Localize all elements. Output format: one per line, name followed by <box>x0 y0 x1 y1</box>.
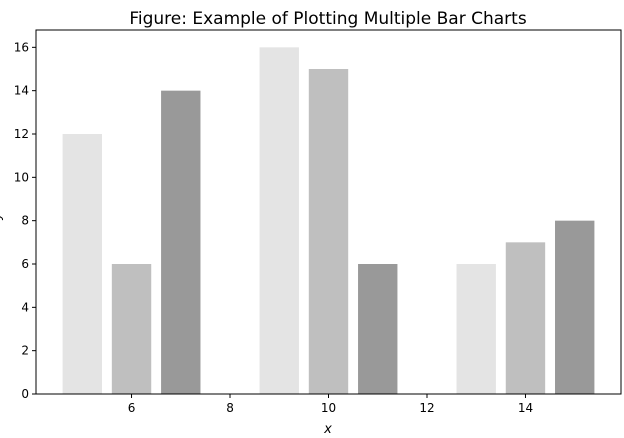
y-tick-label: 14 <box>14 84 29 98</box>
chart-title: Figure: Example of Plotting Multiple Bar… <box>129 9 527 29</box>
y-tick-label: 8 <box>21 214 29 228</box>
x-tick-label: 10 <box>321 401 336 415</box>
y-axis-label: y <box>0 212 4 221</box>
y-tick-label: 16 <box>14 40 29 54</box>
y-tick-label: 10 <box>14 170 29 184</box>
x-tick-label: 8 <box>226 401 234 415</box>
bar <box>161 90 201 395</box>
plot-frame <box>35 29 622 395</box>
bar <box>555 220 595 394</box>
y-tick-label: 6 <box>21 257 29 271</box>
x-tick-label: 14 <box>518 401 533 415</box>
bar <box>358 264 398 394</box>
y-tick-label: 0 <box>21 387 29 401</box>
x-tick-label: 6 <box>128 401 136 415</box>
bar <box>259 47 299 394</box>
y-tick-label: 2 <box>21 344 29 358</box>
bar <box>505 242 546 394</box>
bar <box>308 69 349 394</box>
y-tick-label: 4 <box>21 300 29 314</box>
bar <box>111 264 152 394</box>
x-tick-label: 12 <box>419 401 434 415</box>
x-axis-label: x <box>323 422 332 437</box>
bar <box>456 264 496 394</box>
y-tick-label: 12 <box>14 127 29 141</box>
bar <box>62 134 102 394</box>
